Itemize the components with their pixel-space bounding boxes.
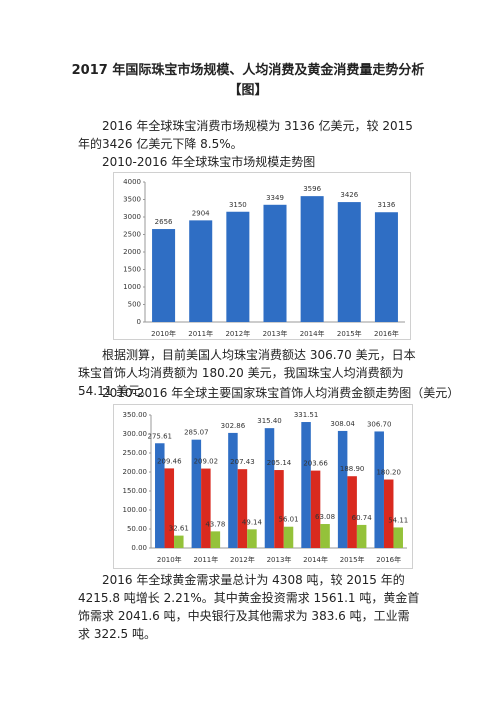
data-label: 3136 <box>378 201 396 209</box>
data-label: 60.74 <box>352 514 373 522</box>
bar <box>337 430 348 548</box>
x-tick-label: 2016年 <box>374 329 399 338</box>
y-tick-label: 250.00 <box>123 449 148 457</box>
chart: 0 500 1000 1500 2000 2500 3000 3500 4000 2010年 265… <box>113 172 411 340</box>
data-label: 308.04 <box>330 420 355 428</box>
y-tick-label: 150.00 <box>123 487 148 495</box>
data-label: 203.66 <box>303 460 328 468</box>
y-tick-label: 2000 <box>123 248 141 256</box>
bar <box>356 524 367 548</box>
x-tick-label: 2010年 <box>157 555 182 564</box>
paragraph: 2016 年全球黄金需求量总计为 4308 吨，较 2015 年的 4215.8… <box>78 573 420 641</box>
data-label: 205.14 <box>267 459 292 467</box>
bar <box>210 531 221 548</box>
data-label: 2904 <box>192 209 210 217</box>
bar <box>228 432 238 548</box>
chart-border <box>113 404 413 569</box>
x-tick-label: 2012年 <box>230 555 255 564</box>
bar <box>283 526 294 548</box>
bar <box>347 476 357 548</box>
chart-caption: 2010-2016 年全球珠宝市场规模走势图 <box>102 155 316 169</box>
data-label: 3150 <box>229 201 247 209</box>
data-label: 2656 <box>155 218 173 226</box>
paragraph: 根据测算，目前美国人均珠宝消费额达 306.70 美元，日本珠宝首饰人均消费额为… <box>78 348 416 398</box>
bar <box>191 439 202 548</box>
data-label: 188.90 <box>340 465 365 473</box>
bar <box>383 479 394 548</box>
y-tick-label: 500 <box>128 301 141 309</box>
chart-border <box>113 172 411 340</box>
data-label: 43.78 <box>205 520 225 528</box>
data-label: 302.86 <box>221 422 246 430</box>
x-tick-label: 2013年 <box>263 329 288 338</box>
data-label: 49.14 <box>242 518 263 526</box>
y-tick-label: 1500 <box>123 266 141 274</box>
y-tick-label: 50.00 <box>127 525 147 533</box>
data-label: 209.02 <box>194 458 219 466</box>
bar <box>300 196 324 322</box>
bar <box>155 443 165 548</box>
data-label: 275.61 <box>148 432 173 440</box>
x-tick-label: 2014年 <box>303 555 328 564</box>
data-label: 306.70 <box>367 420 392 428</box>
y-tick-label: 3500 <box>123 196 141 204</box>
y-tick-label: 3000 <box>123 213 141 221</box>
bar <box>374 431 384 548</box>
x-tick-label: 2012年 <box>225 329 250 338</box>
y-tick-label: 300.00 <box>123 430 148 438</box>
y-tick-label: 100.00 <box>123 506 148 514</box>
bar <box>393 527 403 548</box>
chart: 0.00 50.00 100.00 150.00 200.00 250.00 300.00 3… <box>113 404 413 569</box>
doc-title-tag: 【图】 <box>228 83 268 98</box>
bar <box>263 204 287 322</box>
data-label: 285.07 <box>184 429 209 437</box>
x-tick-label: 2011年 <box>193 555 218 564</box>
x-tick-label: 2014年 <box>300 329 325 338</box>
bar <box>164 468 175 548</box>
bar <box>374 212 398 322</box>
bar <box>226 211 250 322</box>
bar <box>337 202 361 322</box>
bar <box>310 470 321 548</box>
doc-title: 2017 年国际珠宝市场规模、人均消费及黄金消费量走势分析 <box>71 63 425 78</box>
paragraph: 2016 年全球珠宝消费市场规模为 3136 亿美元，较 2015 年的3426… <box>78 119 413 151</box>
x-tick-label: 2011年 <box>188 329 213 338</box>
bar <box>264 428 275 548</box>
data-label: 209.46 <box>157 457 182 465</box>
data-label: 54.11 <box>388 516 408 524</box>
bar <box>247 529 257 548</box>
bar <box>152 229 176 322</box>
data-label: 180.20 <box>376 469 401 477</box>
bar <box>237 469 248 548</box>
y-tick-label: 0.00 <box>131 544 147 552</box>
y-tick-label: 350.00 <box>123 411 148 419</box>
data-label: 63.08 <box>315 513 335 521</box>
bar <box>174 535 184 548</box>
bar <box>189 220 213 322</box>
x-tick-label: 2010年 <box>151 329 176 338</box>
data-label: 3596 <box>303 185 321 193</box>
data-label: 331.51 <box>294 411 319 419</box>
y-tick-label: 2500 <box>123 231 141 239</box>
data-label: 3426 <box>340 191 358 199</box>
y-tick-label: 200.00 <box>123 468 148 476</box>
y-tick-label: 1000 <box>123 283 141 291</box>
x-tick-label: 2013年 <box>267 555 292 564</box>
x-tick-label: 2016年 <box>376 555 401 564</box>
y-tick-label: 4000 <box>123 178 141 186</box>
data-label: 207.43 <box>230 458 255 466</box>
bar <box>301 422 311 548</box>
bar <box>201 468 211 548</box>
x-tick-label: 2015年 <box>337 329 362 338</box>
bar <box>320 524 330 548</box>
x-tick-label: 2015年 <box>340 555 365 564</box>
data-label: 32.61 <box>169 525 189 533</box>
bar <box>274 470 284 548</box>
data-label: 56.01 <box>278 516 298 524</box>
chart-caption: 2010-2016 年全球主要国家珠宝首饰人均消费金额走势图（美元） <box>102 386 460 400</box>
data-label: 315.40 <box>257 417 282 425</box>
y-tick-label: 0 <box>137 318 141 326</box>
data-label: 3349 <box>266 194 284 202</box>
